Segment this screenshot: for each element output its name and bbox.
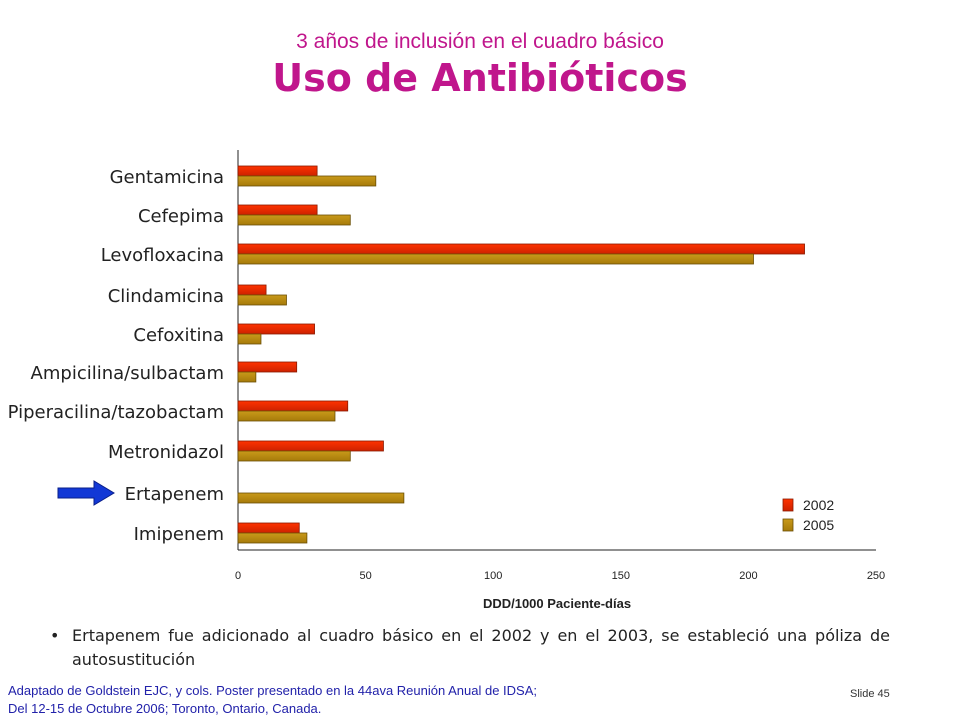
x-tick-label: 100: [484, 570, 502, 582]
bullet-dot: •: [50, 626, 60, 645]
bar-2005-gentamicina: [237, 175, 377, 187]
bar-2005-cefoxitina: [237, 333, 262, 345]
bar-2005-clindamicina: [237, 294, 287, 306]
bar-2005-ampicilina-sulbactam: [237, 371, 257, 383]
bar-2005-ertapenem: [237, 492, 405, 504]
highlight-arrow-icon: [57, 480, 115, 506]
bar-2002-piperacilina-tazobactam: [237, 400, 349, 412]
category-label: Clindamicina: [108, 286, 224, 307]
citation-line-2: Del 12-15 de Octubre 2006; Toronto, Onta…: [8, 701, 322, 716]
x-tick-label: 50: [359, 570, 371, 582]
source-citation: Adaptado de Goldstein EJC, y cols. Poste…: [8, 682, 537, 718]
bullet-note: • Ertapenem fue adicionado al cuadro bás…: [50, 624, 890, 672]
x-axis-label: DDD/1000 Paciente-días: [483, 596, 631, 611]
slide-subtitle: 3 años de inclusión en el cuadro básico: [296, 30, 664, 53]
bullet-text: Ertapenem fue adicionado al cuadro básic…: [72, 626, 890, 669]
category-label: Gentamicina: [110, 167, 224, 188]
slide-title: Uso de Antibióticos: [272, 56, 688, 100]
legend-label-2002: 2002: [803, 497, 834, 513]
x-tick-label: 200: [739, 570, 757, 582]
bar-2002-levofloxacina: [237, 243, 805, 255]
bar-2002-gentamicina: [237, 165, 318, 177]
bar-2002-cefoxitina: [237, 323, 315, 335]
bar-2002-cefepima: [237, 204, 318, 216]
bar-2005-imipenem: [237, 532, 308, 544]
x-tick-label: 250: [867, 570, 885, 582]
legend-swatch-2005: [782, 518, 794, 532]
category-label: Cefoxitina: [133, 325, 224, 346]
category-label: Ertapenem: [125, 484, 224, 505]
x-tick-label: 150: [612, 570, 630, 582]
category-label: Ampicilina/sulbactam: [31, 363, 224, 384]
bar-2002-imipenem: [237, 522, 300, 534]
bar-2005-piperacilina-tazobactam: [237, 410, 336, 422]
legend-label-2005: 2005: [803, 517, 834, 533]
category-label: Cefepima: [138, 206, 224, 227]
category-label: Metronidazol: [108, 442, 224, 463]
category-label: Piperacilina/tazobactam: [8, 402, 224, 423]
slide-number: Slide 45: [850, 688, 890, 700]
bar-2002-metronidazol: [237, 440, 384, 452]
x-tick-label: 0: [235, 570, 241, 582]
bar-2002-clindamicina: [237, 284, 267, 296]
legend-swatch-2002: [782, 498, 794, 512]
bar-2005-levofloxacina: [237, 253, 754, 265]
category-label: Imipenem: [134, 524, 224, 545]
bar-2005-cefepima: [237, 214, 351, 226]
bar-2002-ampicilina-sulbactam: [237, 361, 298, 373]
citation-line-1: Adaptado de Goldstein EJC, y cols. Poste…: [8, 683, 538, 698]
bar-2005-metronidazol: [237, 450, 351, 462]
category-label: Levofloxacina: [101, 245, 224, 266]
